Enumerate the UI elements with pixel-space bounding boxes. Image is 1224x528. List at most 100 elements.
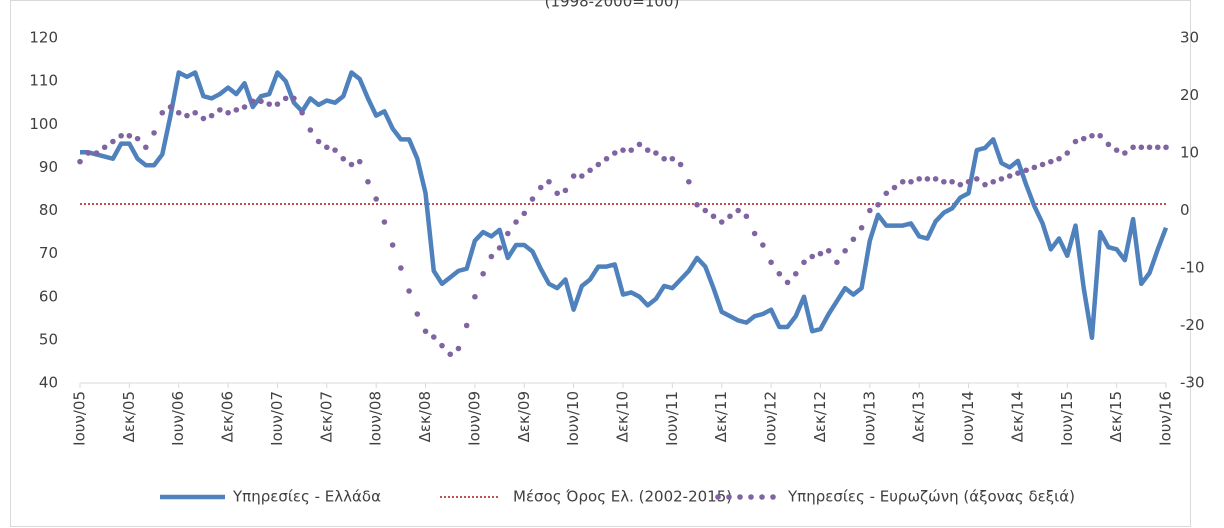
data-point — [825, 247, 832, 254]
y-tick-label: 60 — [39, 287, 58, 305]
data-point — [850, 236, 857, 243]
data-point — [817, 250, 824, 257]
data-point — [710, 213, 717, 220]
data-point — [192, 109, 198, 116]
data-point — [579, 173, 585, 179]
data-point — [521, 210, 528, 217]
data-point — [1154, 144, 1161, 151]
data-point — [1105, 141, 1112, 148]
data-point — [949, 178, 955, 185]
data-point — [208, 112, 215, 119]
x-tick-label: Δεκ/12 — [811, 391, 829, 442]
x-tick-label: Δεκ/06 — [219, 391, 237, 442]
data-point — [1146, 144, 1153, 151]
data-point — [389, 242, 396, 248]
legend-swatch — [770, 494, 776, 500]
data-point — [340, 155, 347, 162]
data-point — [1006, 173, 1013, 179]
data-point — [1080, 135, 1087, 142]
y2-tick-label: -30 — [1180, 374, 1205, 392]
data-point — [546, 178, 552, 185]
data-point — [299, 109, 305, 116]
data-point — [1031, 164, 1038, 171]
data-point — [1064, 150, 1071, 156]
data-point — [274, 101, 281, 107]
data-point — [554, 190, 560, 197]
y-tick-label: 90 — [39, 158, 58, 176]
y2-tick-label: -10 — [1180, 259, 1205, 277]
legend-swatch — [737, 494, 743, 500]
legend-label: Υπηρεσίες - Ελλάδα — [232, 488, 381, 506]
data-point — [801, 259, 807, 266]
data-point — [266, 101, 273, 107]
data-point — [447, 351, 454, 358]
data-point — [332, 147, 338, 153]
data-point — [735, 207, 741, 214]
data-point — [356, 158, 363, 165]
x-tick-label: Ιουν/15 — [1058, 391, 1076, 446]
data-point — [406, 288, 412, 294]
x-tick-label: Δεκ/10 — [614, 391, 632, 442]
data-point — [348, 161, 355, 168]
x-tick-label: Ιουν/08 — [367, 391, 385, 446]
x-tick-label: Ιουν/09 — [465, 391, 483, 446]
legend-swatch — [748, 494, 754, 500]
data-point — [118, 132, 124, 139]
y2-tick-label: -20 — [1180, 316, 1205, 334]
data-point — [1130, 144, 1136, 151]
x-tick-label: Ιουν/11 — [663, 391, 681, 446]
data-point — [1089, 132, 1095, 139]
x-tick-label: Δεκ/07 — [317, 391, 335, 442]
data-point — [291, 95, 297, 102]
legend-label: Υπηρεσίες - Ευρωζώνη (άξονας δεξιά) — [787, 488, 1075, 506]
data-point — [727, 213, 733, 220]
data-point — [282, 95, 289, 102]
data-point — [455, 345, 462, 352]
data-point — [842, 247, 848, 254]
data-point — [463, 322, 470, 329]
y2-tick-label: 30 — [1180, 29, 1199, 47]
data-point — [126, 132, 133, 139]
legend-swatch — [715, 494, 721, 500]
data-point — [184, 112, 190, 119]
data-point — [743, 213, 750, 220]
data-point — [93, 150, 100, 156]
y2-tick-label: 0 — [1180, 201, 1190, 219]
data-point — [973, 176, 980, 182]
data-point — [760, 242, 766, 248]
data-point — [636, 141, 643, 148]
y-tick-label: 100 — [29, 115, 58, 133]
data-point — [439, 342, 445, 349]
y-tick-label: 50 — [39, 330, 58, 348]
x-tick-label: Δεκ/08 — [416, 391, 434, 442]
data-point — [159, 109, 166, 116]
data-point — [537, 184, 544, 191]
data-point — [587, 167, 593, 174]
data-point — [653, 150, 659, 156]
data-point — [562, 187, 569, 194]
data-point — [505, 230, 511, 237]
y2-tick-label: 20 — [1180, 86, 1199, 104]
data-point — [768, 259, 774, 266]
x-tick-label: Δεκ/05 — [120, 391, 138, 442]
x-tick-label: Δεκ/14 — [1008, 391, 1026, 442]
data-point — [373, 196, 379, 202]
y-tick-label: 110 — [29, 72, 58, 90]
data-point — [77, 158, 83, 165]
data-point — [776, 270, 783, 277]
data-point — [694, 201, 700, 208]
legend-swatch — [759, 494, 765, 500]
y-tick-label: 80 — [39, 201, 58, 219]
data-point — [324, 144, 330, 151]
x-tick-label: Δεκ/11 — [712, 391, 730, 442]
data-point — [258, 98, 264, 105]
data-point — [430, 334, 437, 340]
data-point — [414, 311, 421, 317]
chart-title: (1998-2000=100) — [545, 0, 680, 11]
data-point — [1072, 138, 1079, 145]
data-point — [101, 144, 108, 151]
data-point — [1039, 161, 1046, 168]
data-point — [488, 253, 495, 260]
data-point — [998, 176, 1005, 182]
data-point — [702, 207, 709, 214]
